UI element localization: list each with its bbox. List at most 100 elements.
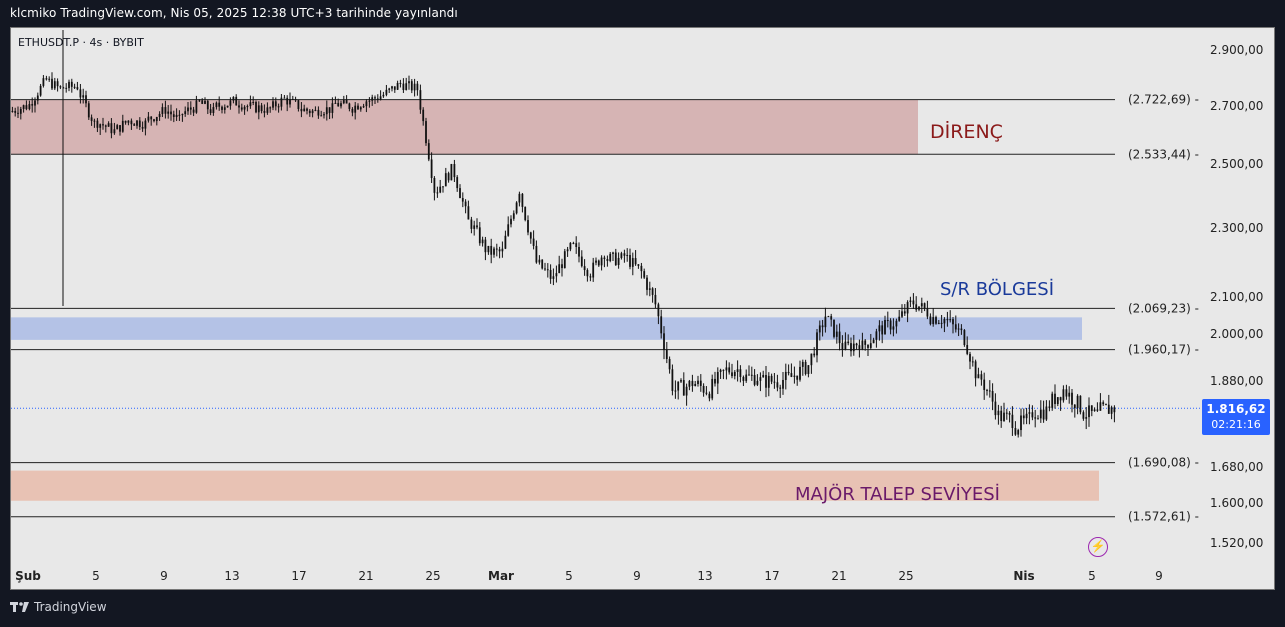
candle-body bbox=[555, 273, 558, 277]
candle-body bbox=[980, 374, 983, 380]
candle-body bbox=[733, 371, 736, 377]
candle-body bbox=[1020, 415, 1022, 431]
candle-body bbox=[147, 116, 150, 121]
candle-body bbox=[1039, 409, 1042, 419]
candle-body bbox=[1031, 412, 1034, 418]
candle-body bbox=[515, 202, 518, 214]
candle-body bbox=[988, 390, 991, 392]
candle-body bbox=[501, 248, 504, 252]
candle-body bbox=[711, 378, 714, 399]
candle-body bbox=[1093, 409, 1096, 411]
candle-body bbox=[96, 120, 99, 128]
candle-body bbox=[110, 123, 113, 134]
candle-body bbox=[385, 89, 388, 95]
candle-body bbox=[739, 369, 742, 377]
candle-body bbox=[586, 270, 589, 277]
x-tick-label: 13 bbox=[697, 569, 712, 583]
candle-body bbox=[668, 358, 671, 370]
candle-body bbox=[929, 316, 932, 325]
candle-body bbox=[790, 373, 793, 377]
candle-body bbox=[926, 308, 929, 317]
candle-body bbox=[507, 224, 510, 236]
candle-body bbox=[337, 102, 340, 107]
candle-body bbox=[1068, 392, 1071, 397]
lightning-icon[interactable]: ⚡ bbox=[1088, 537, 1108, 557]
candle-body bbox=[187, 107, 189, 112]
candle-body bbox=[201, 100, 204, 104]
candle-body bbox=[986, 389, 988, 391]
candle-body bbox=[629, 254, 631, 267]
candle-body bbox=[566, 249, 569, 252]
candle-body bbox=[427, 143, 430, 160]
candle-body bbox=[1011, 414, 1014, 429]
x-tick-label: 21 bbox=[358, 569, 373, 583]
candle-body bbox=[875, 331, 878, 340]
candle-body bbox=[572, 242, 575, 244]
candle-body bbox=[595, 260, 597, 263]
level-label: (2.722,69) - bbox=[1128, 93, 1199, 107]
candle-body bbox=[532, 238, 535, 246]
candle-body bbox=[359, 107, 362, 110]
candle-body bbox=[841, 343, 844, 350]
candle-body bbox=[745, 374, 748, 381]
candle-body bbox=[756, 380, 759, 385]
candle-body bbox=[433, 178, 436, 193]
candle-body bbox=[892, 326, 895, 330]
candle-body bbox=[1062, 389, 1065, 401]
candle-body bbox=[765, 374, 767, 388]
candle-body bbox=[243, 106, 246, 110]
candle-body bbox=[923, 303, 926, 309]
candle-body bbox=[583, 266, 586, 271]
level-label: (2.533,44) - bbox=[1128, 147, 1199, 161]
candle-body bbox=[255, 101, 257, 113]
candle-body bbox=[28, 104, 31, 110]
candle-body bbox=[393, 86, 396, 90]
candle-body bbox=[204, 100, 206, 104]
y-tick-label: 2.700,00 bbox=[1210, 99, 1263, 113]
candle-body bbox=[937, 322, 940, 324]
candle-body bbox=[682, 380, 685, 396]
candle-body bbox=[368, 100, 371, 102]
candle-body bbox=[334, 102, 337, 104]
candle-body bbox=[691, 380, 694, 386]
candle-body bbox=[490, 245, 493, 255]
candle-body bbox=[1017, 430, 1020, 435]
candle-body bbox=[1107, 404, 1110, 414]
candle-body bbox=[181, 114, 184, 116]
candle-body bbox=[178, 114, 181, 116]
candle-body bbox=[36, 95, 39, 101]
candle-body bbox=[42, 78, 45, 86]
candle-body bbox=[150, 116, 153, 120]
candle-body bbox=[291, 98, 294, 100]
candle-body bbox=[439, 186, 442, 193]
footer-brand-label: TradingView bbox=[34, 600, 107, 614]
candle-body bbox=[748, 374, 750, 376]
candle-body bbox=[484, 239, 487, 253]
candle-body bbox=[716, 372, 719, 384]
candle-body bbox=[915, 304, 918, 310]
candle-body bbox=[782, 379, 784, 389]
candle-body bbox=[946, 318, 949, 321]
candle-body bbox=[634, 258, 637, 265]
candle-body bbox=[317, 109, 320, 116]
candle-body bbox=[1003, 412, 1005, 421]
candle-body bbox=[651, 288, 654, 295]
candle-body bbox=[345, 100, 348, 104]
candle-body bbox=[130, 120, 133, 125]
candle-body bbox=[1054, 393, 1056, 405]
candle-body bbox=[119, 125, 121, 132]
candle-body bbox=[470, 219, 473, 229]
candle-body bbox=[73, 86, 76, 88]
candle-body bbox=[260, 105, 263, 112]
candle-body bbox=[671, 369, 674, 391]
candle-body bbox=[654, 294, 657, 305]
last-price-value: 1.816,62 bbox=[1206, 402, 1266, 416]
candle-body bbox=[127, 120, 130, 123]
candle-body bbox=[665, 350, 668, 359]
candle-body bbox=[833, 319, 835, 337]
candle-body bbox=[1005, 412, 1008, 414]
candle-body bbox=[903, 311, 906, 314]
candle-body bbox=[300, 108, 303, 112]
candle-body bbox=[141, 127, 144, 129]
